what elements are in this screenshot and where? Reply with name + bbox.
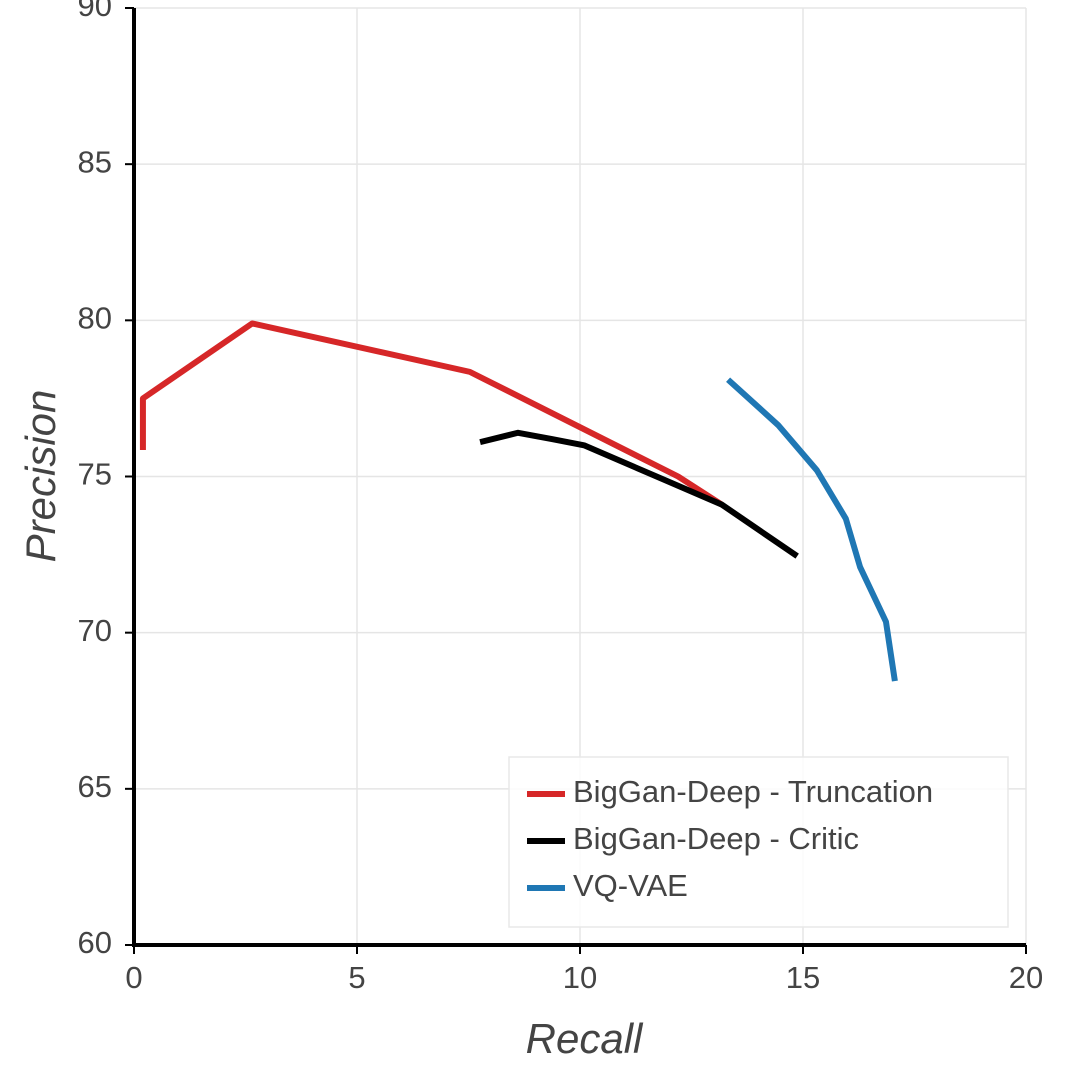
x-axis-label: Recall (526, 1015, 644, 1062)
y-tick-label: 60 (78, 925, 112, 960)
legend-label: BigGan-Deep - Truncation (573, 774, 933, 809)
x-tick-label: 15 (786, 960, 820, 995)
y-tick-label: 65 (78, 769, 112, 804)
legend: BigGan-Deep - Truncation BigGan-Deep - Cr… (508, 756, 1009, 928)
x-tick-label: 20 (1009, 960, 1043, 995)
axes: 0 5 10 15 20 60 65 70 75 80 85 90 (78, 0, 1044, 995)
x-tick-label: 0 (125, 960, 142, 995)
y-tick-label: 85 (78, 144, 112, 179)
legend-label: VQ-VAE (573, 868, 688, 903)
series-line (479, 429, 799, 559)
y-tick-label: 70 (78, 613, 112, 648)
series-line (139, 320, 724, 508)
x-tick-label: 10 (563, 960, 597, 995)
legend-label: BigGan-Deep - Critic (573, 821, 859, 856)
legend-box (508, 756, 1009, 928)
y-axis-label: Precision (17, 390, 64, 563)
y-tick-label: 75 (78, 457, 112, 492)
x-tick-label: 5 (348, 960, 365, 995)
y-tick-label: 90 (78, 0, 112, 23)
series-line (726, 377, 898, 682)
y-tick-label: 80 (78, 301, 112, 336)
lines (139, 320, 898, 682)
